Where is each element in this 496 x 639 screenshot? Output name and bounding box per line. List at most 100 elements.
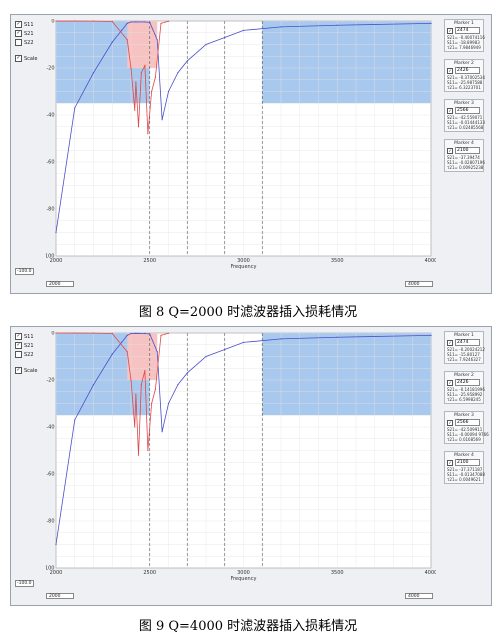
data-point-s11	[144, 370, 146, 372]
marker-title: Marker 2	[454, 61, 474, 66]
marker-box-4: Marker 4 ✓ 2100 S21= -37.39474 S11= -0.02807…	[444, 139, 485, 172]
data-point-s21	[205, 355, 207, 358]
data-point-s11	[92, 332, 95, 334]
data-point-s21	[121, 341, 123, 343]
bottom-right-input[interactable]: 4000	[405, 593, 433, 599]
marker-readout: S21= -0.40074116	[447, 35, 485, 40]
checkbox-s22[interactable]: S22	[15, 39, 34, 46]
checkbox-scale[interactable]: ✓ Scale	[15, 55, 38, 62]
marker-title: Marker 3	[454, 101, 474, 106]
checkbox-s11[interactable]: ✓ S11	[15, 21, 34, 28]
marker-freq-field[interactable]: ✓ 2474	[447, 339, 481, 346]
marker-checkbox[interactable]: ✓	[447, 379, 453, 386]
marker-freq-field[interactable]: ✓ 2566	[447, 107, 481, 114]
chart-plot: 2000 2500 3000 3500 4000 0 -20 -40 -60 -80 -100 Fre…	[46, 19, 436, 270]
marker-readout: S11= -0.02807196	[447, 160, 485, 165]
marker-freq-input[interactable]: 2100	[455, 147, 480, 154]
marker-readout: S21= -42.559071	[447, 115, 483, 120]
data-point-s11	[154, 388, 156, 390]
series-line-s11	[55, 20, 169, 134]
marker-title: Marker 4	[454, 141, 474, 146]
stopband-mask-right	[262, 333, 431, 416]
marker-checkbox[interactable]: ✓	[447, 107, 453, 114]
data-point-s11	[151, 90, 153, 93]
figure-2-panel: ✓ S11 ✓ S21 S22 ✓ Scale -100.0 2000 2500 3000…	[10, 326, 492, 606]
data-point-s21	[224, 348, 226, 351]
x-tick-label: 2500	[143, 258, 156, 264]
marker-readout: S11= -0.00094 9766	[447, 432, 489, 437]
bottom-left-input[interactable]: 2000	[46, 593, 74, 599]
bottom-right-input[interactable]: 4000	[405, 281, 433, 287]
x-tick-label: 3500	[331, 570, 344, 576]
data-point-s11	[126, 351, 128, 353]
data-point-s11	[74, 332, 76, 334]
marker-freq-input[interactable]: 2566	[455, 107, 480, 114]
marker-freq-input[interactable]: 2474	[455, 339, 480, 346]
data-point-s21	[74, 419, 76, 421]
marker-title: Marker 1	[454, 333, 474, 338]
marker-checkbox[interactable]: ✓	[447, 339, 453, 346]
marker-readout: τ21= 7.9846949	[447, 45, 481, 50]
x-tick-label: 2000	[50, 258, 63, 264]
marker-checkbox[interactable]: ✓	[447, 27, 453, 34]
marker-freq-input[interactable]: 2100	[455, 459, 480, 466]
y-tick-label: -40	[46, 425, 54, 431]
data-point-s21	[130, 332, 132, 335]
marker-checkbox[interactable]: ✓	[447, 67, 453, 74]
marker-freq-field[interactable]: ✓ 2426	[447, 379, 481, 386]
y-tick-label: -60	[46, 472, 54, 478]
data-point-s21	[280, 338, 282, 340]
marker-freq-field[interactable]: ✓ 2100	[447, 459, 481, 466]
marker-readout: S11= -0.01347088	[447, 472, 485, 477]
marker-freq-field[interactable]: ✓ 2566	[447, 419, 481, 426]
checkbox-s22[interactable]: S22	[15, 351, 34, 358]
data-point-s11	[111, 20, 113, 23]
checkbox-s21[interactable]: ✓ S21	[15, 342, 34, 349]
marker-panel: Marker 1 ✓ 2474 S21= -0.20024212 S11= -15.80…	[444, 331, 489, 601]
data-point-s21	[224, 36, 226, 39]
marker-checkbox[interactable]: ✓	[447, 147, 453, 154]
checkbox-scale[interactable]: ✓ Scale	[15, 367, 38, 374]
y-tick-label: -80	[46, 519, 54, 525]
marker-checkbox[interactable]: ✓	[447, 459, 453, 466]
marker-box-4: Marker 4 ✓ 2100 S21= -37.371187 S11= -0.0134…	[444, 451, 485, 484]
data-point-s11	[55, 20, 57, 22]
data-point-s11	[135, 393, 137, 395]
marker-readout: τ21= 0.00925238	[447, 165, 484, 170]
data-point-s21	[177, 72, 179, 74]
y-tick-label: -40	[46, 113, 54, 119]
marker-title: Marker 3	[454, 413, 474, 418]
data-point-s11	[74, 20, 76, 22]
checkbox-s21[interactable]: ✓ S21	[15, 30, 34, 37]
y-scale-input[interactable]: -100.0	[15, 268, 34, 275]
marker-freq-input[interactable]: 2426	[455, 379, 480, 386]
marker-checkbox[interactable]: ✓	[447, 419, 453, 426]
y-tick-label: -20	[46, 378, 54, 384]
marker-box-2: Marker 2 ✓ 2426 S21= -0.14181996 S11= -25.95…	[444, 371, 485, 404]
marker-readout: S11= -25.987588	[447, 80, 483, 85]
marker-freq-field[interactable]: ✓ 2100	[447, 147, 481, 154]
y-tick-label: -100	[46, 254, 55, 260]
y-tick-label: -60	[46, 160, 54, 166]
data-point-s11	[140, 384, 142, 386]
marker-freq-field[interactable]: ✓ 2426	[447, 67, 481, 74]
data-point-s21	[156, 39, 158, 41]
series-line-s11	[55, 332, 169, 456]
marker-freq-input[interactable]: 2566	[455, 419, 480, 426]
checkbox-s11[interactable]: ✓ S11	[15, 333, 34, 340]
figure-caption: 图 8 Q=2000 时滤波器插入损耗情况	[138, 305, 358, 320]
marker-freq-input[interactable]: 2474	[455, 27, 480, 34]
y-tick-label: 0	[51, 19, 54, 25]
marker-freq-input[interactable]: 2426	[455, 67, 480, 74]
data-point-s21	[55, 543, 57, 546]
marker-readout: τ21= 0.0049621	[447, 477, 481, 482]
bottom-left-input[interactable]: 2000	[46, 281, 74, 287]
data-point-s21	[161, 431, 163, 433]
marker-box-3: Marker 3 ✓ 2566 S21= -42.559071 S11= -0.0144…	[444, 99, 485, 132]
marker-readout: S21= -37.39474	[447, 155, 480, 160]
data-point-s21	[92, 72, 95, 74]
figure-1-panel: ✓ S11 ✓ S21 S22 ✓ Scale -100.0 2000 2500 3000…	[10, 14, 492, 294]
y-scale-input[interactable]: -100.0	[15, 580, 34, 587]
marker-freq-field[interactable]: ✓ 2474	[447, 27, 481, 34]
y-tick-label: -100	[46, 566, 55, 572]
